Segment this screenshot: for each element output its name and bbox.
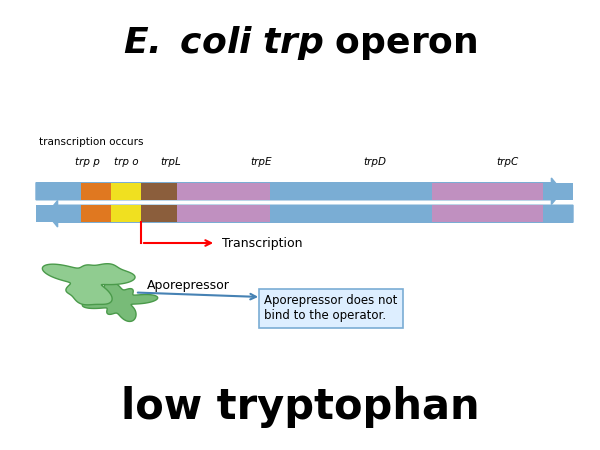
Bar xyxy=(81,183,111,200)
Bar xyxy=(177,205,270,222)
Bar xyxy=(432,183,543,200)
Text: trp p: trp p xyxy=(74,157,100,167)
Text: Transcription: Transcription xyxy=(222,237,302,249)
Bar xyxy=(543,205,573,222)
Bar xyxy=(81,205,111,222)
Text: transcription occurs: transcription occurs xyxy=(39,137,143,147)
Text: $\bfit{E.}$ $\bfit{coli}$ $\bfit{trp}$ $\mathbf{operon}$: $\bfit{E.}$ $\bfit{coli}$ $\bfit{trp}$ $… xyxy=(123,24,477,62)
Text: Aporepressor: Aporepressor xyxy=(147,279,230,292)
Bar xyxy=(111,183,141,200)
Text: trp o: trp o xyxy=(113,157,139,167)
Bar xyxy=(270,205,432,222)
Bar xyxy=(111,205,141,222)
Bar xyxy=(270,183,432,200)
FancyArrow shape xyxy=(47,201,573,227)
Text: trpL: trpL xyxy=(161,157,181,167)
Text: trpC: trpC xyxy=(496,157,518,167)
Bar xyxy=(141,205,177,222)
Text: Aporepressor does not
bind to the operator.: Aporepressor does not bind to the operat… xyxy=(264,294,397,322)
Bar xyxy=(543,183,573,200)
Bar xyxy=(141,183,177,200)
Bar xyxy=(36,183,81,200)
Bar xyxy=(177,183,270,200)
Bar xyxy=(432,205,543,222)
Bar xyxy=(36,205,81,222)
Polygon shape xyxy=(82,282,158,321)
Text: low tryptophan: low tryptophan xyxy=(121,386,479,428)
Polygon shape xyxy=(43,264,135,305)
Text: trpE: trpE xyxy=(250,157,272,167)
FancyArrow shape xyxy=(36,178,562,204)
Text: trpD: trpD xyxy=(364,157,386,167)
